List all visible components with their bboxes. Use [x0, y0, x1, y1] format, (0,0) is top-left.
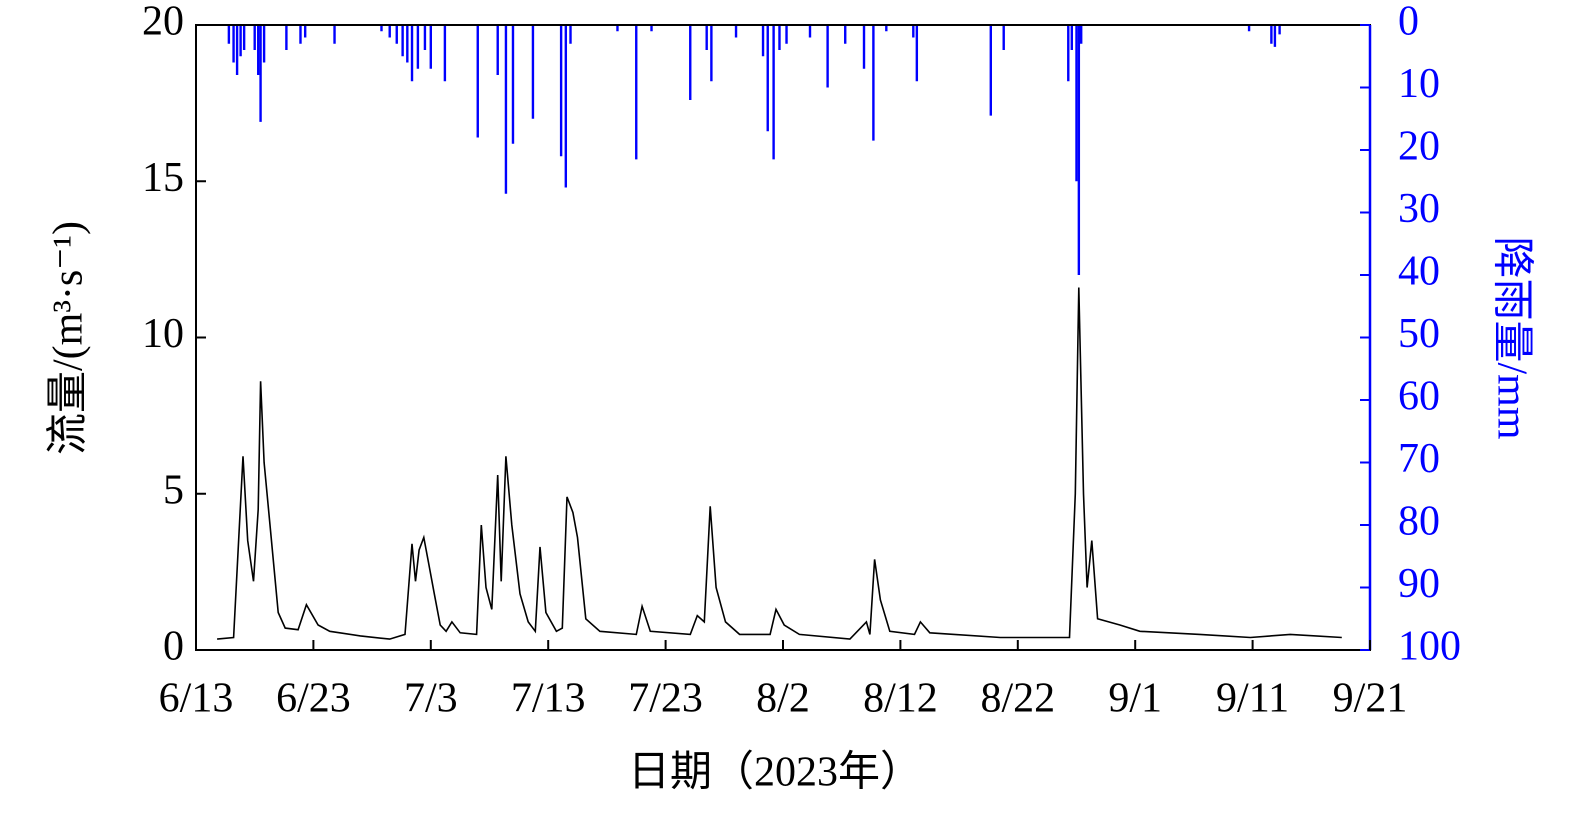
rain-bar: [1002, 25, 1005, 50]
rain-bar: [885, 25, 888, 32]
y-tick-label: 0: [163, 624, 184, 670]
y2-tick-label: 50: [1398, 311, 1440, 357]
rain-bar: [253, 25, 256, 50]
rain-bar: [1070, 25, 1074, 50]
rain-bar: [262, 25, 266, 63]
x-tick-label: 8/2: [756, 676, 810, 722]
rain-bar: [772, 25, 775, 160]
x-tick-label: 7/3: [404, 676, 458, 722]
y2-axis-title: 降雨量/mm: [1488, 236, 1534, 439]
y2-tick-label: 0: [1398, 0, 1419, 45]
rain-bar: [380, 25, 383, 32]
x-axis-title: 日期（2023年）: [628, 749, 922, 796]
rain-bar: [496, 25, 499, 75]
rain-bar: [259, 25, 262, 122]
rain-bar: [826, 25, 829, 88]
rain-bar: [872, 25, 875, 141]
rain-bar: [406, 25, 409, 63]
y-tick-label: 20: [142, 0, 184, 45]
x-tick-label: 6/13: [159, 676, 234, 722]
rain-bar: [862, 25, 866, 69]
y2-tick-label: 80: [1398, 499, 1440, 545]
rain-bar: [1270, 25, 1273, 44]
x-tick-label: 9/21: [1333, 676, 1408, 722]
y2-tick-label: 90: [1398, 561, 1440, 607]
rain-bar: [235, 25, 239, 75]
rain-bar: [689, 25, 692, 100]
rain-bar: [616, 25, 619, 32]
rain-bar: [531, 25, 535, 119]
x-tick-label: 7/23: [628, 676, 703, 722]
rain-bar: [443, 25, 447, 82]
y2-tick-label: 70: [1398, 436, 1440, 482]
rain-bar: [1067, 25, 1070, 82]
x-tick-label: 9/11: [1216, 676, 1289, 722]
rain-bar: [915, 25, 919, 82]
y2-tick-label: 60: [1398, 374, 1440, 420]
y2-tick-label: 20: [1398, 124, 1440, 170]
rain-bar: [1247, 25, 1251, 32]
x-tick-label: 6/23: [276, 676, 351, 722]
rain-bar: [650, 25, 653, 32]
rain-bar: [559, 25, 563, 157]
rain-bar: [410, 25, 414, 82]
rain-bar: [569, 25, 572, 44]
rain-bar: [401, 25, 404, 57]
rain-bar: [761, 25, 765, 57]
rain-bar: [429, 25, 432, 69]
rain-bar: [808, 25, 812, 38]
rain-bar: [388, 25, 391, 38]
rain-bar: [232, 25, 235, 63]
rain-bar: [285, 25, 288, 50]
rain-bar: [766, 25, 769, 132]
rain-bar: [511, 25, 515, 144]
y2-tick-label: 100: [1398, 624, 1461, 670]
x-tick-label: 8/12: [863, 676, 938, 722]
rain-bar: [912, 25, 915, 38]
rain-bar: [423, 25, 427, 50]
flow-line: [217, 287, 1342, 640]
y-tick-label: 15: [142, 155, 184, 201]
rain-bar: [705, 25, 708, 50]
rain-bar: [257, 25, 260, 75]
rain-bar: [844, 25, 847, 44]
y2-tick-label: 10: [1398, 61, 1440, 107]
x-tick-label: 9/1: [1108, 676, 1162, 722]
rain-bar: [303, 25, 307, 38]
y-axis-title: 流量/(m³·s⁻¹): [46, 221, 92, 455]
rain-bar: [635, 25, 638, 160]
rain-bar: [989, 25, 992, 116]
rain-bar: [710, 25, 713, 82]
rain-bar: [564, 25, 568, 188]
rain-bar: [227, 25, 231, 44]
y2-tick-label: 30: [1398, 186, 1440, 232]
rain-bar: [734, 25, 738, 38]
rain-bar: [1079, 25, 1083, 44]
rain-bar: [333, 25, 336, 44]
y2-tick-label: 40: [1398, 249, 1440, 295]
rain-bar: [785, 25, 788, 44]
rain-bar: [1273, 25, 1277, 47]
rain-bar: [1075, 25, 1078, 182]
rain-bar: [1077, 25, 1081, 275]
x-tick-label: 8/22: [980, 676, 1055, 722]
y-tick-label: 5: [163, 467, 184, 513]
rain-bar: [778, 25, 781, 50]
rain-bar: [299, 25, 302, 44]
rain-bar: [242, 25, 246, 50]
plot-frame: [195, 24, 1371, 651]
rain-bar: [476, 25, 479, 138]
rain-bar: [504, 25, 508, 194]
rain-bar: [416, 25, 420, 69]
rain-bar: [1278, 25, 1281, 35]
rain-bar: [239, 25, 242, 57]
x-tick-label: 7/13: [511, 676, 586, 722]
y-tick-label: 10: [142, 311, 184, 357]
rain-bar: [395, 25, 398, 44]
